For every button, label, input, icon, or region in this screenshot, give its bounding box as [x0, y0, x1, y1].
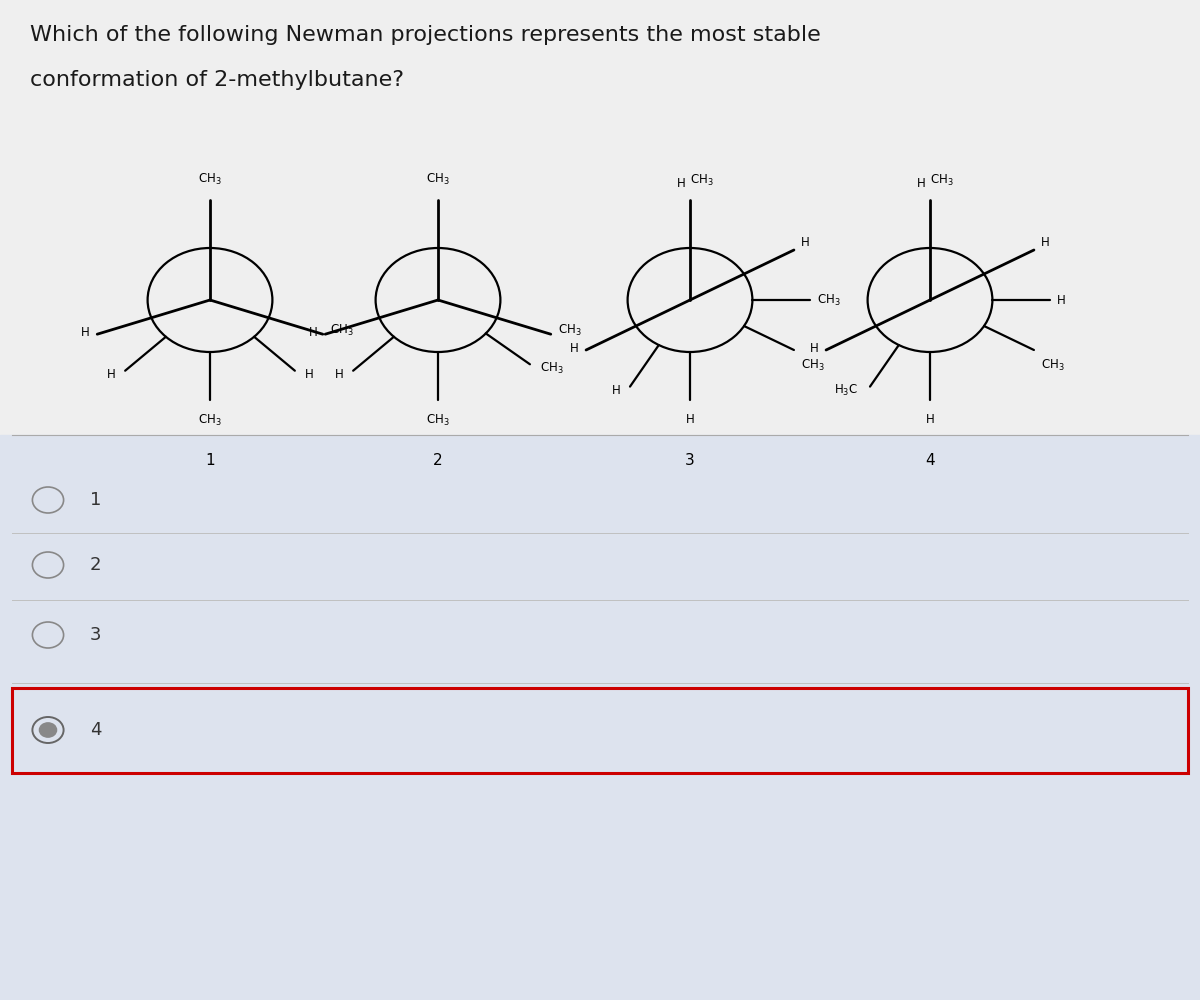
Text: H: H: [917, 177, 925, 190]
Text: H: H: [802, 235, 810, 248]
Text: H: H: [1057, 294, 1066, 306]
Text: 2: 2: [433, 453, 443, 468]
Bar: [0, 435, 1200, 1000]
Text: H: H: [1042, 235, 1050, 248]
Text: Which of the following Newman projections represents the most stable: Which of the following Newman projection…: [30, 25, 821, 45]
Text: H: H: [305, 368, 313, 381]
Text: CH$_3$: CH$_3$: [426, 172, 450, 187]
Text: CH$_3$: CH$_3$: [426, 413, 450, 428]
Text: CH$_3$: CH$_3$: [690, 173, 714, 188]
Text: H: H: [810, 342, 818, 355]
Text: CH$_3$: CH$_3$: [198, 413, 222, 428]
Text: 3: 3: [90, 626, 102, 644]
Text: CH$_3$: CH$_3$: [817, 292, 841, 308]
Text: H: H: [925, 413, 935, 426]
Text: H: H: [570, 342, 578, 355]
Text: conformation of 2-methylbutane?: conformation of 2-methylbutane?: [30, 70, 404, 90]
Text: H: H: [310, 326, 318, 339]
Text: 1: 1: [205, 453, 215, 468]
Text: 4: 4: [90, 721, 102, 739]
Text: 1: 1: [90, 491, 101, 509]
Text: CH$_3$: CH$_3$: [330, 323, 354, 338]
Bar: [0, 0, 1200, 435]
Text: CH$_3$: CH$_3$: [540, 361, 563, 376]
Text: H: H: [82, 326, 90, 339]
Text: 3: 3: [685, 453, 695, 468]
Text: H$_3$C: H$_3$C: [834, 383, 858, 398]
Text: 2: 2: [90, 556, 102, 574]
Text: 4: 4: [925, 453, 935, 468]
Text: H: H: [335, 368, 343, 381]
Text: H: H: [612, 384, 620, 397]
Text: H: H: [677, 177, 685, 190]
Text: CH$_3$: CH$_3$: [558, 323, 582, 338]
Text: H: H: [107, 368, 115, 381]
Text: CH$_3$: CH$_3$: [1042, 358, 1064, 373]
Circle shape: [40, 723, 56, 737]
Text: CH$_3$: CH$_3$: [198, 172, 222, 187]
Text: CH$_3$: CH$_3$: [802, 358, 824, 373]
Text: CH$_3$: CH$_3$: [930, 173, 954, 188]
Text: H: H: [685, 413, 695, 426]
